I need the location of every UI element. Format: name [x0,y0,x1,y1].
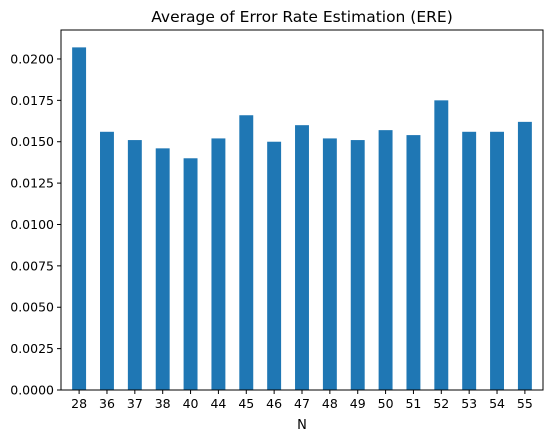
x-tick-label-44: 44 [210,396,226,411]
bar-40 [183,158,198,390]
y-tick-label-1: 0.0025 [10,341,54,356]
y-tick-label-5: 0.0125 [10,176,54,191]
x-tick-label-48: 48 [322,396,338,411]
x-tick-label-53: 53 [461,396,477,411]
x-tick-label-37: 37 [127,396,143,411]
y-axis: 0.0000 0.0025 0.0050 0.0075 0.0100 0.0125 0.01… [10,51,61,398]
y-tick-label-6: 0.0150 [10,134,54,149]
y-tick-label-2: 0.0050 [10,300,54,315]
bar-47 [295,125,309,390]
x-axis-label: N [297,418,307,433]
x-tick-label-55: 55 [517,396,533,411]
bar-48 [322,138,337,390]
x-tick-label-40: 40 [183,396,199,411]
x-tick-label-54: 54 [489,396,505,411]
bar-37 [127,140,142,390]
x-tick-label-28: 28 [71,396,87,411]
x-tick-label-50: 50 [378,396,394,411]
x-axis: 28 36 37 38 40 44 45 46 47 48 49 50 51 52 53 54 55 [71,390,533,411]
bar-50 [378,130,393,390]
bar-38 [155,148,170,390]
bar-54 [490,131,504,391]
x-tick-label-51: 51 [405,396,421,411]
bar-51 [406,135,421,390]
y-tick-label-7: 0.0175 [10,93,54,108]
bar-46 [267,141,282,390]
chart-title: Average of Error Rate Estimation (ERE) [151,8,453,26]
plot-frame [60,29,544,391]
bar-49 [350,140,365,390]
y-tick-label-4: 0.0100 [10,217,54,232]
y-tick-label-3: 0.0075 [10,258,54,273]
x-tick-label-38: 38 [155,396,171,411]
bars-group [72,47,532,391]
bar-28 [72,47,87,391]
x-tick-label-36: 36 [99,396,115,411]
x-tick-label-52: 52 [433,396,449,411]
x-tick-label-47: 47 [294,396,310,411]
x-tick-label-46: 46 [266,396,282,411]
bar-55 [517,121,532,391]
x-tick-label-45: 45 [238,396,254,411]
bar-44 [211,138,226,390]
y-tick-label-0: 0.0000 [10,383,54,398]
bar-36 [100,131,114,391]
x-tick-label-49: 49 [350,396,366,411]
bar-53 [462,131,477,391]
bar-45 [239,115,254,390]
bar-52 [434,100,449,391]
y-tick-label-8: 0.0200 [10,51,54,66]
